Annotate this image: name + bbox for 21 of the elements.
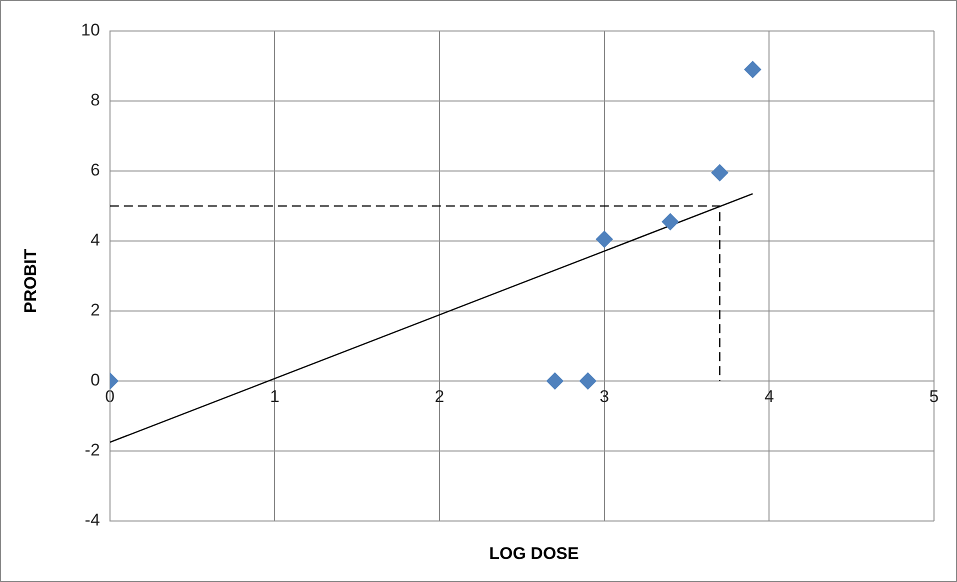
x-tick-label: 5 — [929, 386, 939, 406]
y-tick-label: 0 — [90, 370, 100, 390]
y-axis-title: PROBIT — [21, 248, 41, 314]
x-tick-label: 2 — [434, 386, 444, 406]
point — [579, 372, 596, 390]
point — [744, 61, 762, 78]
y-tick-label: 6 — [90, 160, 100, 180]
y-tick-label: 4 — [90, 230, 100, 250]
y-tick-label: -4 — [84, 510, 100, 530]
x-tick-label: 3 — [600, 386, 610, 406]
point — [662, 213, 679, 230]
point — [711, 164, 728, 182]
y-tick-label: 2 — [90, 300, 100, 320]
x-axis-title: LOG DOSE — [489, 544, 579, 564]
point — [546, 372, 564, 390]
y-tick-label: -2 — [84, 440, 100, 460]
point — [596, 230, 613, 248]
x-tick-label: 1 — [270, 386, 280, 406]
y-tick-label: 8 — [90, 90, 100, 110]
y-tick-label: 10 — [80, 20, 100, 40]
x-tick-label: 4 — [764, 386, 774, 406]
